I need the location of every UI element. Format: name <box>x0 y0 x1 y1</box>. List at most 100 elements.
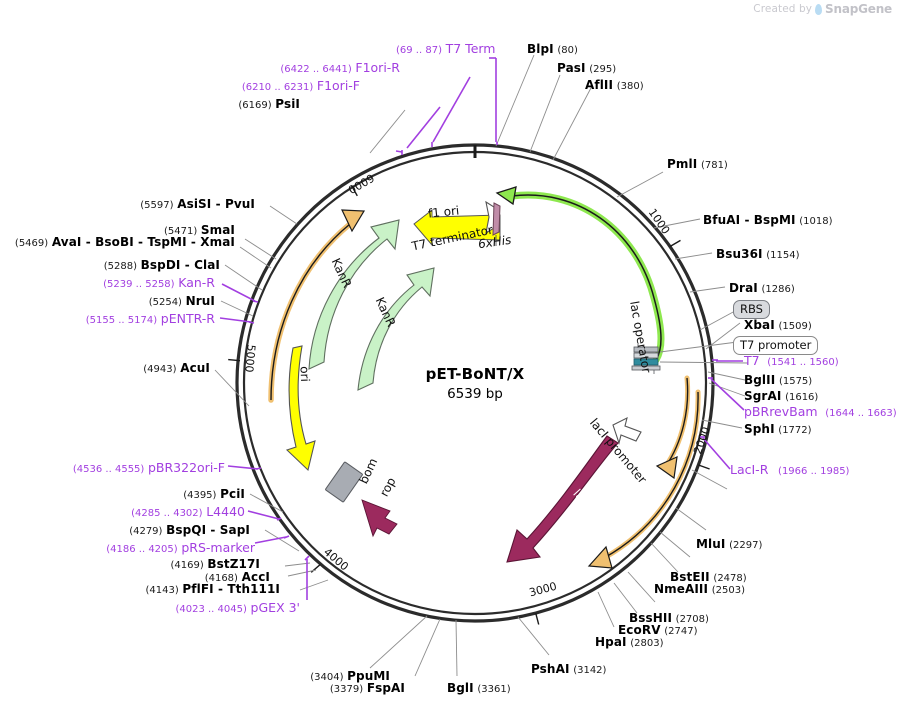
site-pos: (4168) <box>204 573 238 584</box>
site-name: XbaI <box>744 318 775 332</box>
site-label-hpai: HpaI (2803) <box>595 636 664 649</box>
feature-laci-promoter <box>612 416 642 445</box>
primer-pos: (6210 .. 6231) <box>241 82 314 93</box>
site-name: AsiSI - PvuI <box>177 197 255 211</box>
primer-pos: (4186 .. 4205) <box>106 544 178 555</box>
site-pos: (5288) <box>103 261 138 272</box>
primer-label-t7: T7 (1541 .. 1560) <box>744 353 839 368</box>
ruler-label-5000: 5000 <box>242 343 258 374</box>
site-label-sphi: SphI (1772) <box>744 423 812 436</box>
site-pos: (1616) <box>785 392 819 403</box>
site-name: DraI <box>729 281 758 295</box>
primer-label-laci-r: LacI-R (1966 .. 1985) <box>730 462 850 477</box>
plasmid-name: pET-BoNT/X <box>425 365 525 383</box>
primer-name: pBRrevBam <box>744 404 818 419</box>
primer-name: LacI-R <box>730 462 769 477</box>
primer-pos: (4023 .. 4045) <box>175 604 247 615</box>
primer-marks <box>219 57 745 600</box>
site-pos: (2503) <box>711 585 745 596</box>
site-label-pshai: PshAI (3142) <box>531 663 606 676</box>
primer-label-f1ori-r: (6422 .. 6441) F1ori-R <box>160 60 400 75</box>
site-name: SgrAI <box>744 389 782 403</box>
site-pos: (2708) <box>675 614 709 625</box>
primer-label-f1ori-f: (6210 .. 6231) F1ori-F <box>160 79 360 93</box>
site-name: MluI <box>696 537 726 551</box>
feature-label-rbs: RBS <box>733 300 770 319</box>
site-name: AccI <box>241 570 270 584</box>
site-pos: (1286) <box>761 284 795 295</box>
primer-pos: (69 .. 87) <box>396 45 442 56</box>
site-pos: (3142) <box>573 665 607 676</box>
site-label-drai: DraI (1286) <box>729 282 795 295</box>
site-label-aflii: AflII (380) <box>585 79 644 92</box>
site-pos: (4169) <box>170 560 204 571</box>
feature-f1-ori <box>413 208 501 247</box>
site-pos: (1772) <box>778 425 812 436</box>
primer-pos: (5155 .. 5174) <box>85 315 158 326</box>
site-label-pasi: PasI (295) <box>557 62 616 75</box>
site-pos: (1575) <box>778 376 813 387</box>
site-label-fspai: (3379) FspAI <box>265 682 405 695</box>
snapgene-watermark: Created by SnapGene <box>753 2 892 16</box>
site-pos: (295) <box>589 64 617 75</box>
primer-name: F1ori-R <box>355 60 400 75</box>
site-name: PflFI - Tth111I <box>182 582 280 596</box>
site-pos: (1018) <box>799 216 833 227</box>
primer-pos: (4285 .. 4302) <box>131 508 203 519</box>
site-label-bfuai-bspmi: BfuAI - BspMI (1018) <box>703 214 833 227</box>
primer-name: T7 <box>744 353 760 368</box>
site-pos: (6169) <box>238 100 272 111</box>
primer-name: T7 Term <box>445 41 496 56</box>
primer-pos: (5239 .. 5258) <box>103 279 175 290</box>
site-name: BssHII <box>629 611 673 625</box>
site-name: NmeAIII <box>654 582 709 596</box>
site-name: SphI <box>744 422 775 436</box>
site-pos: (380) <box>616 81 644 92</box>
site-name: Bsu36I <box>716 247 763 261</box>
watermark-prefix: Created by <box>753 3 813 15</box>
feature-rop <box>361 499 398 538</box>
primer-name: L4440 <box>206 504 245 519</box>
primer-label-l4440: (4285 .. 4302) L4440 <box>90 504 245 519</box>
feature-kanr-outer <box>308 219 400 370</box>
site-pos: (1154) <box>766 250 800 261</box>
site-label-xbai: XbaI (1509) <box>744 319 812 332</box>
site-label-pcii: (4395) PciI <box>90 488 245 501</box>
site-pos: (4395) <box>183 490 217 501</box>
site-name: BglII <box>744 373 776 387</box>
site-label-asisi-pvui: (5597) AsiSI - PvuI <box>90 198 255 211</box>
site-pos: (3361) <box>477 684 511 695</box>
site-name: BglI <box>447 681 474 695</box>
site-pos: (80) <box>557 45 578 56</box>
site-pos: (4943) <box>143 364 177 375</box>
site-label-pflfi-tth111i: (4143) PflFI - Tth111I <box>100 583 280 596</box>
site-name: FspAI <box>366 681 405 695</box>
snapgene-logo-icon <box>815 3 823 15</box>
site-pos: (2478) <box>713 573 747 584</box>
site-label-ecorv: EcoRV (2747) <box>618 624 698 637</box>
site-name: PsiI <box>275 97 300 111</box>
feature-label-ori: ori <box>297 365 313 383</box>
site-name: AcuI <box>180 361 210 375</box>
site-pos: (3379) <box>329 684 364 695</box>
site-label-bstieii: BstEII (2478) <box>670 571 747 584</box>
site-name: PshAI <box>531 662 570 676</box>
primer-pos: (1966 .. 1985) <box>778 466 850 477</box>
site-name: BlpI <box>527 42 554 56</box>
site-label-bspdi-clai: (5288) BspDI - ClaI <box>60 259 220 272</box>
feature-t7-terminator <box>485 200 495 235</box>
site-name: BstZ17I <box>207 557 260 571</box>
feature-ori <box>285 345 316 472</box>
site-name: SmaI <box>200 223 235 237</box>
feature-insert-cds <box>495 186 665 364</box>
primer-pos: (4536 .. 4555) <box>72 464 145 475</box>
primer-label-kan-r: (5239 .. 5258) Kan-R <box>60 276 215 290</box>
site-name: AflII <box>585 78 614 92</box>
primer-label-pgex3: (4023 .. 4045) pGEX 3' <box>100 601 300 615</box>
ruler-ticks <box>228 185 710 625</box>
site-pos: (1509) <box>778 321 812 332</box>
feature-laci <box>506 435 619 563</box>
site-label-blpi: BlpI (80) <box>527 43 578 56</box>
